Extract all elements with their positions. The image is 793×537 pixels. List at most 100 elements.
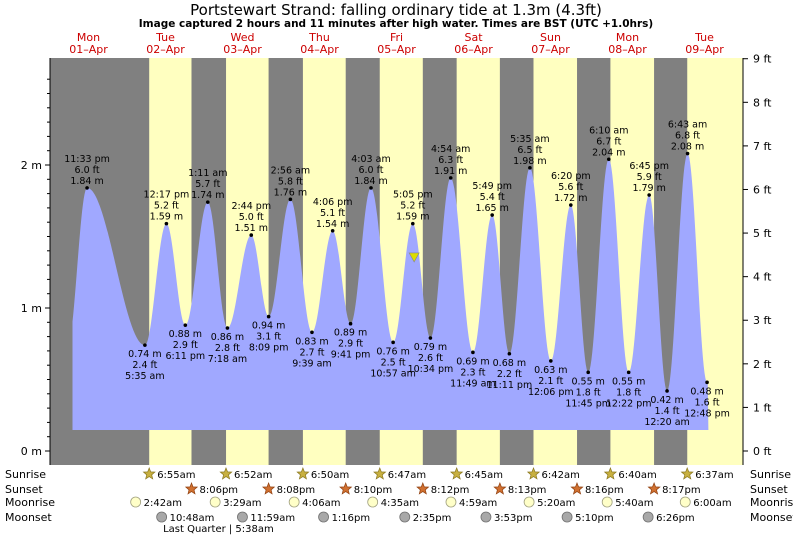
high-tide-time: 4:54 am — [431, 144, 470, 155]
high-tide-time: 6:45 pm — [629, 161, 669, 172]
high-tide-point — [647, 193, 651, 197]
low-tide-time: 6:11 pm — [166, 351, 206, 362]
moonrise-time-label: 4:59am — [459, 498, 497, 509]
low-tide-time: 12:06 pm — [528, 387, 574, 398]
low-tide-metres: 0.55 m — [571, 376, 604, 387]
low-tide-feet: 2.5 ft — [381, 357, 406, 368]
low-tide-feet: 3.1 ft — [256, 332, 281, 343]
low-tide-time: 12:22 pm — [606, 398, 652, 409]
sunrise-icon — [526, 467, 541, 480]
moonrise-icon — [130, 496, 142, 508]
moonrise-row-label-left: Moonrise — [5, 496, 55, 509]
low-tide-feet: 2.2 ft — [497, 369, 522, 380]
low-tide-feet: 2.4 ft — [132, 360, 157, 371]
day-date-label: 05–Apr — [377, 43, 416, 56]
high-tide-time: 2:44 pm — [231, 201, 271, 212]
moonset-icon — [237, 511, 248, 523]
sunrise-time-label: 6:50am — [311, 470, 349, 481]
sunrise-time-label: 6:45am — [465, 470, 503, 481]
low-tide-time: 8:09 pm — [249, 343, 289, 354]
high-tide-time: 12:17 pm — [144, 190, 190, 201]
low-tide-metres: 0.76 m — [376, 346, 409, 357]
day-date-label: 06–Apr — [454, 43, 493, 56]
low-tide-point — [626, 370, 631, 375]
high-tide-feet: 5.1 ft — [320, 208, 345, 219]
low-tide-point — [183, 323, 188, 327]
low-tide-time: 7:18 am — [208, 354, 247, 365]
right-tick-label: 7 ft — [753, 140, 772, 153]
high-tide-feet: 6.8 ft — [675, 131, 700, 142]
moonset-icon — [642, 511, 654, 523]
low-tide-time: 12:48 pm — [684, 408, 730, 419]
high-tide-feet: 6.3 ft — [438, 155, 463, 166]
day-weekday-label: Thu — [308, 31, 330, 44]
high-tide-point — [490, 213, 494, 217]
low-tide-point — [266, 314, 271, 319]
left-tick-label: 0 m — [21, 445, 42, 458]
astro-rows: Sunrise Sunrise 6:55am 6:52am 6:50am 6:47am 6:… — [5, 467, 793, 535]
moonset-row-label-right: Moonset — [750, 511, 793, 524]
moonrise-icon — [288, 496, 300, 508]
low-tide-time: 9:41 pm — [331, 350, 371, 361]
sunset-time-label: 8:12pm — [431, 485, 470, 496]
sunrise-icon — [603, 467, 618, 480]
day-date-label: 02–Apr — [146, 43, 185, 56]
high-tide-point — [330, 228, 335, 233]
day-date-label: 07–Apr — [531, 43, 570, 56]
sunrise-icon — [219, 467, 233, 480]
moonset-row-label-left: Moonset — [5, 511, 52, 524]
moonrise-time-label: 4:06am — [302, 498, 340, 509]
high-tide-feet: 6.5 ft — [517, 145, 542, 156]
sunset-icon — [184, 482, 199, 495]
moonrise-time-label: 5:40am — [615, 498, 653, 509]
high-tide-metres: 1.91 m — [434, 166, 467, 177]
low-tide-feet: 2.7 ft — [299, 347, 324, 358]
low-tide-time: 10:34 pm — [408, 364, 454, 375]
day-header: Mon01–AprTue02–AprWed03–AprThu04–AprFri0… — [69, 31, 724, 56]
low-tide-point — [310, 330, 314, 335]
high-tide-point — [410, 221, 415, 226]
high-tide-metres: 1.76 m — [274, 187, 307, 198]
high-tide-metres: 2.04 m — [592, 147, 625, 158]
high-tide-metres: 1.54 m — [316, 219, 349, 230]
high-tide-metres: 1.65 m — [475, 203, 508, 214]
high-tide-point — [528, 166, 532, 170]
sunrise-time-label: 6:42am — [541, 470, 579, 481]
sunset-time-label: 8:06pm — [199, 485, 238, 496]
right-tick-label: 9 ft — [753, 53, 772, 66]
low-tide-time: 11:45 pm — [565, 398, 611, 409]
moonrise-icon — [679, 496, 691, 508]
low-tide-metres: 0.86 m — [211, 332, 244, 343]
high-tide-time: 4:06 pm — [313, 197, 353, 208]
day-weekday-label: Fri — [390, 31, 403, 44]
moonset-icon — [399, 511, 411, 523]
right-tick-label: 1 ft — [753, 401, 772, 414]
sunset-icon — [493, 482, 507, 495]
high-tide-time: 11:33 pm — [64, 154, 110, 165]
low-tide-time: 12:20 am — [644, 417, 689, 428]
sunset-row-label-right: Sunset — [750, 483, 788, 496]
right-tick-label: 4 ft — [753, 271, 772, 284]
tide-labels: 11:33 pm6.0 ft1.84 m0.74 m2.4 ft5:35 am1… — [64, 120, 730, 428]
low-tide-metres: 0.74 m — [128, 349, 161, 360]
low-tide-metres: 0.48 m — [690, 386, 723, 397]
low-tide-metres: 0.55 m — [612, 376, 645, 387]
high-tide-feet: 6.0 ft — [75, 165, 100, 176]
high-tide-point — [569, 203, 573, 207]
low-tide-feet: 2.8 ft — [215, 343, 240, 354]
low-tide-point — [665, 389, 669, 393]
low-tide-metres: 0.83 m — [295, 336, 328, 347]
high-tide-time: 6:20 pm — [551, 171, 591, 182]
moonrise-time-label: 5:20am — [537, 498, 575, 509]
chart-title: Portstewart Strand: falling ordinary tid… — [190, 1, 602, 19]
low-tide-point — [549, 359, 553, 363]
moonrise-time-label: 2:42am — [144, 498, 182, 509]
low-tide-metres: 0.68 m — [493, 358, 526, 369]
high-tide-point — [249, 233, 254, 237]
current-tide-marker — [408, 252, 420, 263]
sunrise-row-label-left: Sunrise — [5, 468, 46, 481]
day-weekday-label: Tue — [155, 31, 175, 44]
high-tide-feet: 5.0 ft — [239, 212, 264, 223]
low-tide-feet: 1.4 ft — [655, 406, 680, 417]
